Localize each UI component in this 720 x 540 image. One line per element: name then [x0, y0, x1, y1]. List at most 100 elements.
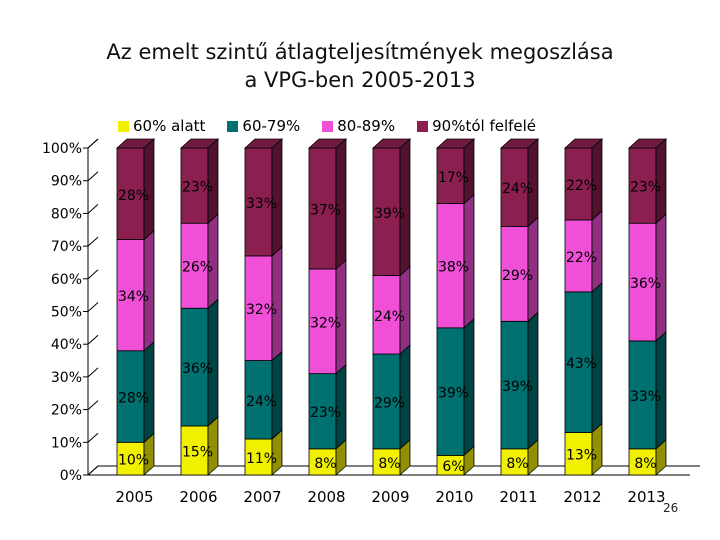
bar-segment — [308, 373, 337, 450]
y-grid-depth-line — [87, 465, 99, 476]
bar-segment — [180, 307, 209, 427]
x-tick-label: 2007 — [243, 488, 281, 506]
data-label: 24% — [374, 309, 405, 325]
bar-segment — [564, 147, 593, 221]
data-label: 39% — [438, 386, 469, 402]
data-label: 8% — [506, 456, 528, 472]
data-label: 39% — [374, 206, 405, 222]
x-tick-label: 2012 — [563, 488, 601, 506]
bar-segment-top — [563, 138, 604, 149]
bar-segment — [628, 147, 657, 224]
data-label: 8% — [634, 456, 656, 472]
data-label: 33% — [246, 196, 277, 212]
legend-swatch — [322, 120, 334, 132]
bar-segment — [244, 255, 273, 361]
data-label: 38% — [438, 260, 469, 276]
bar-segment — [628, 340, 657, 450]
data-label: 17% — [438, 170, 469, 186]
data-label: 15% — [182, 444, 213, 460]
bar-segment — [180, 425, 209, 476]
data-label: 32% — [310, 315, 341, 331]
y-grid-depth-line — [87, 204, 99, 214]
y-grid-depth-line — [87, 334, 99, 345]
chart-legend: 60% alatt 60-79% 80-89% 90%tól felfelé — [118, 116, 536, 136]
data-label: 24% — [502, 181, 533, 197]
bar-segment — [244, 438, 273, 476]
x-tick-label: 2008 — [307, 488, 345, 506]
data-label: 8% — [314, 456, 336, 472]
y-grid-depth-line — [87, 367, 99, 378]
legend-item-60-79: 60-79% — [227, 117, 300, 135]
bar-segment — [308, 147, 337, 270]
data-label: 22% — [566, 250, 597, 266]
bar-segment — [564, 432, 593, 476]
legend-label: 80-89% — [337, 117, 396, 135]
x-tick-label: 2013 — [627, 488, 665, 506]
legend-label: 60-79% — [242, 117, 301, 135]
x-tick-label: 2006 — [179, 488, 217, 506]
data-label: 36% — [182, 361, 213, 377]
y-tick-label: 100% — [42, 141, 82, 157]
y-grid-depth-line — [87, 400, 99, 410]
data-label: 28% — [118, 188, 149, 204]
bar-segment — [628, 448, 657, 476]
y-tick-label: 10% — [51, 435, 82, 451]
data-label: 11% — [246, 451, 277, 467]
data-label: 24% — [246, 394, 277, 410]
legend-item-60-alatt: 60% alatt — [118, 117, 205, 135]
y-grid-depth-line — [87, 432, 99, 443]
data-label: 10% — [118, 453, 149, 469]
data-label: 29% — [502, 268, 533, 284]
data-label: 28% — [118, 391, 149, 407]
bar-segment — [244, 360, 273, 440]
x-tick-label: 2010 — [435, 488, 473, 506]
data-label: 34% — [118, 289, 149, 305]
data-label: 33% — [630, 389, 661, 405]
bar-segment — [116, 147, 145, 240]
y-tick-label: 0% — [60, 468, 82, 484]
bar-segment — [564, 291, 593, 433]
legend-item-90-felett: 90%tól felfelé — [417, 117, 536, 135]
legend-swatch — [417, 120, 429, 132]
y-tick-label: 80% — [51, 206, 82, 222]
legend-item-80-89: 80-89% — [322, 117, 395, 135]
legend-label: 60% alatt — [133, 117, 206, 135]
data-label: 23% — [182, 180, 213, 196]
legend-swatch — [118, 120, 129, 132]
data-label: 22% — [566, 178, 597, 194]
x-tick-label: 2011 — [499, 488, 537, 506]
data-label: 32% — [246, 302, 277, 318]
bar-segment-top — [179, 138, 220, 149]
y-grid-depth-line — [87, 236, 99, 247]
y-tick-label: 20% — [51, 403, 82, 419]
y-grid-depth-line — [87, 138, 99, 149]
y-grid-depth-line — [87, 171, 99, 182]
y-grid-depth-line — [87, 302, 99, 312]
bar-segment — [180, 222, 209, 309]
data-label: 23% — [310, 405, 341, 421]
data-label: 39% — [502, 379, 533, 395]
y-tick-label: 90% — [51, 174, 82, 190]
bar-segment-top — [435, 138, 476, 149]
y-tick-label: 70% — [51, 239, 82, 255]
bar-segment-top — [307, 138, 348, 149]
bar-segment-top — [371, 138, 412, 149]
data-label: 13% — [566, 448, 597, 464]
data-label: 23% — [630, 180, 661, 196]
x-tick-label: 2005 — [115, 488, 153, 506]
data-label: 36% — [630, 276, 661, 292]
bar-segment-top — [243, 138, 284, 149]
bar-segment — [500, 320, 529, 450]
y-tick-label: 40% — [51, 337, 82, 353]
bar-segment — [116, 441, 145, 476]
page-number: 26 — [663, 501, 679, 515]
bar-segment — [500, 147, 529, 227]
y-tick-label: 30% — [51, 370, 82, 386]
bar-segment-top — [115, 138, 156, 149]
x-tick-label: 2009 — [371, 488, 409, 506]
y-tick-label: 50% — [51, 305, 82, 321]
chart-title-line-1: Az emelt szintű átlagteljesítmények mego… — [106, 40, 614, 64]
data-label: 8% — [378, 456, 400, 472]
chart-title: Az emelt szintű átlagteljesítmények mego… — [0, 38, 720, 94]
